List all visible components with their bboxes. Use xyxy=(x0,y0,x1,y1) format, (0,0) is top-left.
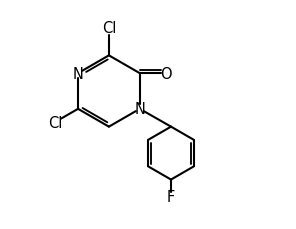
Text: Cl: Cl xyxy=(102,21,116,36)
Text: N: N xyxy=(73,66,83,81)
Text: O: O xyxy=(160,66,172,81)
Text: N: N xyxy=(134,102,145,117)
Text: F: F xyxy=(167,189,175,204)
Text: Cl: Cl xyxy=(48,115,62,130)
